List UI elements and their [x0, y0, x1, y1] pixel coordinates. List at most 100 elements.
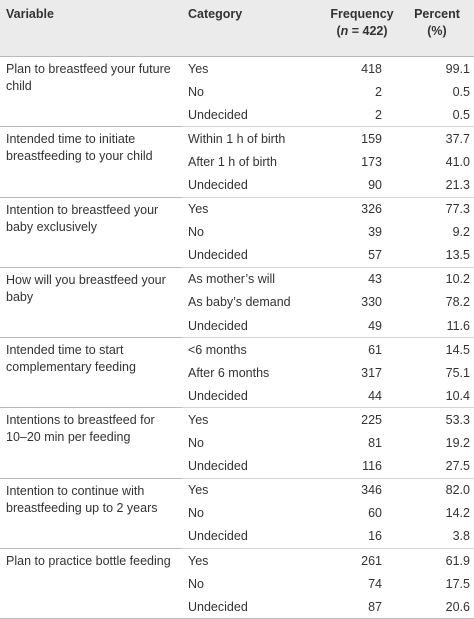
percent-cell: 9.2 — [452, 225, 470, 240]
category-cell: After 1 h of birth — [188, 154, 277, 169]
frequency-cell: 116 — [362, 459, 382, 474]
frequency-cell: 49 — [368, 318, 382, 333]
percent-cell: 14.2 — [445, 506, 470, 521]
header-frequency-label: Frequency — [330, 7, 394, 21]
frequency-cell: 87 — [324, 595, 400, 619]
table-row: Undecided 90 21.3 — [0, 173, 474, 197]
header-n-open: ( — [336, 24, 341, 38]
frequency-cell: 61 — [324, 337, 400, 362]
table-row: No 81 19.2 — [0, 432, 474, 455]
percent-cell: 27.5 — [445, 459, 470, 474]
table-row: No 60 14.2 — [0, 502, 474, 525]
percent-cell: 75.1 — [445, 365, 470, 380]
frequency-cell: 2 — [375, 107, 382, 122]
percent-cell: 21.3 — [445, 178, 470, 193]
frequency-cell: 418 — [361, 61, 382, 76]
table-row: No 2 0.5 — [0, 80, 474, 103]
percent-cell: 19.2 — [445, 436, 470, 451]
table-row: Intention to breastfeed your baby exclus… — [0, 196, 474, 268]
table-row: Undecided 16 3.8 — [0, 525, 474, 549]
frequency-cell: 173 — [361, 154, 382, 169]
table-row: Plan to breastfeed your future child Yes 4… — [0, 56, 474, 128]
category-cell: After 6 months — [188, 365, 270, 380]
table-body: Plan to breastfeed your future child Yes 4… — [0, 56, 474, 619]
percent-cell: 0.5 — [452, 107, 470, 122]
frequency-cell: 346 — [324, 477, 400, 502]
percent-cell: 41.0 — [445, 154, 470, 169]
table-row: Undecided 57 13.5 — [0, 244, 474, 268]
percent-cell: 77.3 — [400, 196, 474, 221]
table-row: Intended time to initiate breastfeeding … — [0, 126, 474, 198]
percent-cell: 37.7 — [400, 126, 474, 151]
variable-cell: Plan to breastfeed your future child — [0, 56, 182, 128]
table-row: After 6 months 317 75.1 — [0, 361, 474, 384]
category-cell: No — [188, 436, 204, 451]
frequency-cell: 43 — [324, 266, 400, 291]
table-row: Intentions to breastfeed for 10–20 min p… — [0, 407, 474, 479]
category-cell: Undecided — [188, 529, 248, 544]
variable-cell: How will you breastfeed your baby — [0, 266, 182, 339]
frequency-cell: 159 — [324, 126, 400, 151]
frequency-cell: 225 — [324, 407, 400, 432]
frequency-cell: 39 — [368, 225, 382, 240]
percent-cell: 82.0 — [400, 477, 474, 502]
table-row: No 74 17.5 — [0, 572, 474, 595]
category-cell: Yes — [182, 196, 324, 221]
percent-cell: 20.6 — [400, 595, 474, 619]
frequency-cell: 16 — [368, 529, 382, 544]
frequency-cell: 60 — [368, 506, 382, 521]
category-cell: Within 1 h of birth — [182, 126, 324, 151]
frequency-cell: 330 — [361, 295, 382, 310]
table-row: Undecided 2 0.5 — [0, 103, 474, 127]
category-cell: Undecided — [188, 318, 248, 333]
category-cell: Yes — [188, 61, 209, 76]
variable-cell: Intention to continue with breastfeeding… — [0, 477, 182, 549]
category-cell: Yes — [182, 547, 324, 573]
variable-cell: Intentions to breastfeed for 10–20 min p… — [0, 407, 182, 479]
percent-cell: 53.3 — [400, 407, 474, 432]
frequency-cell: 317 — [361, 365, 382, 380]
category-cell: Yes — [182, 477, 324, 502]
category-cell: Undecided — [188, 459, 248, 474]
table-row: Intended time to start complementary fee… — [0, 337, 474, 409]
variable-cell: Intended time to start complementary fee… — [0, 337, 182, 409]
header-n-var: n — [340, 24, 349, 38]
frequency-cell: 326 — [324, 196, 400, 221]
table-row: Intention to continue with breastfeeding… — [0, 477, 474, 549]
category-cell: No — [188, 576, 204, 591]
percent-cell: 11.6 — [446, 318, 470, 333]
percent-cell: 61.9 — [400, 547, 474, 573]
table-row: How will you breastfeed your baby As moth… — [0, 266, 474, 339]
header-variable: Variable — [0, 0, 182, 57]
percent-cell: 99.1 — [445, 61, 470, 76]
percent-cell: 14.5 — [400, 337, 474, 362]
percent-cell: 3.8 — [452, 529, 470, 544]
table-row: Plan to practice bottle feeding Yes 261 61.… — [0, 547, 474, 619]
table-row: No 39 9.2 — [0, 221, 474, 244]
table-row: As baby’s demand 330 78.2 — [0, 291, 474, 314]
category-cell: As mother’s will — [182, 266, 324, 291]
variable-cell: Plan to practice bottle feeding — [0, 547, 182, 619]
category-cell: Undecided — [188, 178, 248, 193]
category-cell: Undecided — [188, 248, 248, 263]
frequency-cell: 74 — [368, 576, 382, 591]
category-cell: Undecided — [188, 107, 248, 122]
category-cell: Undecided — [182, 595, 324, 619]
table-header: Variable Category Frequency (n = 422) Per… — [0, 0, 474, 57]
percent-cell: 17.5 — [445, 576, 470, 591]
category-cell: <6 months — [182, 337, 324, 362]
frequency-cell: 2 — [375, 84, 382, 99]
percent-cell: 78.2 — [445, 295, 470, 310]
frequency-cell: 44 — [368, 388, 382, 403]
percent-cell: 13.5 — [445, 248, 470, 263]
frequency-cell: 81 — [368, 436, 382, 451]
header-percent-label: Percent — [414, 7, 460, 21]
table-row: Undecided 44 10.4 — [0, 384, 474, 408]
header-category: Category — [182, 0, 324, 57]
frequency-cell: 261 — [324, 547, 400, 573]
header-n-rest: = 422) — [348, 24, 388, 38]
header-percent-unit: (%) — [427, 24, 447, 38]
category-cell: Undecided — [188, 388, 248, 403]
table-row: After 1 h of birth 173 41.0 — [0, 150, 474, 173]
